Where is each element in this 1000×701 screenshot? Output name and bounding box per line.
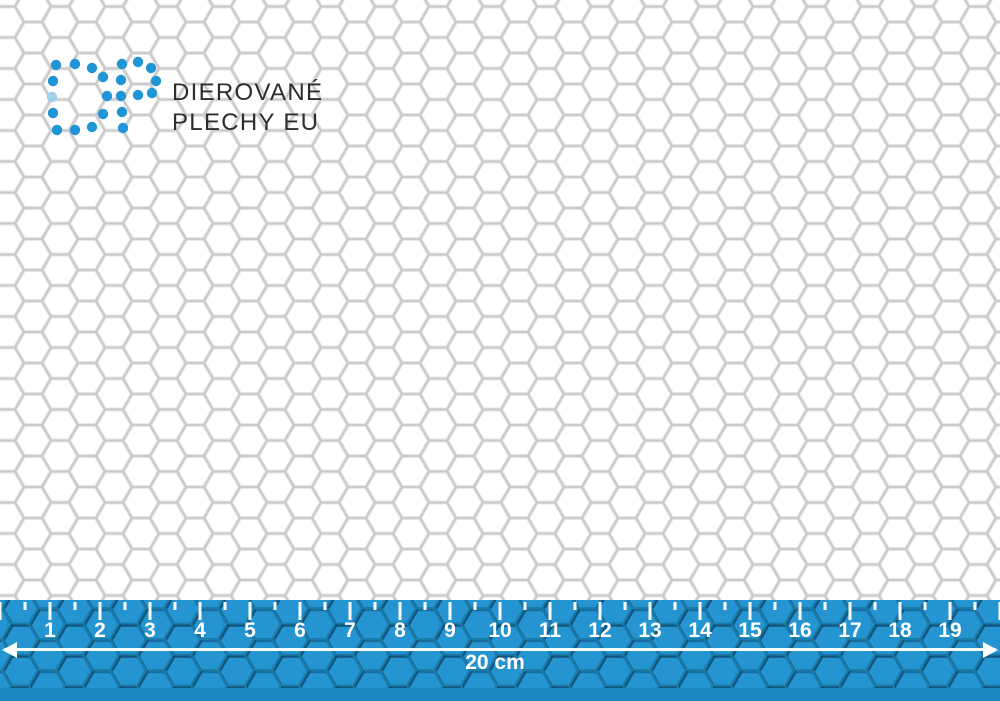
ruler-tick-half-cm: [673, 602, 677, 610]
ruler-tick-half-cm: [773, 602, 777, 610]
ruler-tick-cm: [0, 602, 2, 620]
ruler-tick-half-cm: [123, 602, 127, 610]
ruler-tick-half-cm: [273, 602, 277, 610]
ruler-bottom-strip: [0, 688, 1000, 701]
ruler-tick-cm: [998, 602, 1000, 620]
measure-arrow-line: [4, 648, 996, 651]
ruler-tick-cm: [748, 602, 752, 620]
ruler-number-10: 10: [488, 619, 512, 642]
ruler-tick-half-cm: [973, 602, 977, 610]
brand-name-line2: PLECHY EU: [172, 109, 320, 136]
ruler-number-3: 3: [144, 619, 156, 642]
ruler-number-18: 18: [888, 619, 912, 642]
ruler-tick-half-cm: [723, 602, 727, 610]
ruler-number-13: 13: [638, 619, 662, 642]
ruler-tick-half-cm: [373, 602, 377, 610]
ruler-number-14: 14: [688, 619, 712, 642]
ruler-tick-half-cm: [73, 602, 77, 610]
ruler-tick-half-cm: [623, 602, 627, 610]
ruler-tick-cm: [598, 602, 602, 620]
ruler-length-label: 20 cm: [465, 651, 525, 674]
ruler-tick-half-cm: [823, 602, 827, 610]
ruler-tick-cm: [498, 602, 502, 620]
ruler-tick-cm: [898, 602, 902, 620]
arrowhead-right-icon: [983, 642, 998, 658]
ruler-tick-cm: [848, 602, 852, 620]
ruler-tick-cm: [448, 602, 452, 620]
ruler-tick-cm: [948, 602, 952, 620]
ruler-number-7: 7: [344, 619, 356, 642]
ruler-number-12: 12: [588, 619, 612, 642]
ruler-tick-half-cm: [923, 602, 927, 610]
ruler-tick-half-cm: [223, 602, 227, 610]
ruler-tick-cm: [98, 602, 102, 620]
ruler-number-4: 4: [194, 619, 206, 642]
ruler-number-11: 11: [538, 619, 562, 642]
ruler-tick-cm: [348, 602, 352, 620]
ruler-tick-cm: [48, 602, 52, 620]
ruler-number-2: 2: [94, 619, 106, 642]
ruler-tick-cm: [698, 602, 702, 620]
ruler-tick-half-cm: [323, 602, 327, 610]
ruler-number-1: 1: [44, 619, 56, 642]
ruler-tick-half-cm: [173, 602, 177, 610]
ruler-tick-half-cm: [473, 602, 477, 610]
brand-name-line1: DIEROVANÉ: [172, 79, 324, 106]
ruler-number-19: 19: [938, 619, 962, 642]
scale-ruler: 1 2 3 4 5 6 7 8 9 10 11 12 13 14 15 16 17 18 19 20 cm: [0, 600, 1000, 701]
ruler-tick-cm: [148, 602, 152, 620]
ruler-number-6: 6: [294, 619, 306, 642]
ruler-tick-half-cm: [523, 602, 527, 610]
ruler-tick-cm: [198, 602, 202, 620]
ruler-tick-cm: [398, 602, 402, 620]
ruler-tick-cm: [548, 602, 552, 620]
ruler-tick-cm: [648, 602, 652, 620]
ruler-tick-cm: [798, 602, 802, 620]
ruler-number-9: 9: [444, 619, 456, 642]
ruler-number-15: 15: [738, 619, 762, 642]
ruler-tick-cm: [298, 602, 302, 620]
ruler-number-17: 17: [838, 619, 862, 642]
ruler-number-16: 16: [788, 619, 812, 642]
ruler-tick-half-cm: [873, 602, 877, 610]
ruler-tick-cm: [248, 602, 252, 620]
ruler-tick-half-cm: [23, 602, 27, 610]
ruler-tick-half-cm: [573, 602, 577, 610]
ruler-number-8: 8: [394, 619, 406, 642]
perforated-sheet-photo: [0, 0, 1000, 600]
ruler-number-5: 5: [244, 619, 256, 642]
dp-logo-mark: [46, 56, 162, 136]
ruler-tick-half-cm: [423, 602, 427, 610]
brand-wordmark: DIEROVANÉ PLECHY EU: [172, 78, 323, 138]
